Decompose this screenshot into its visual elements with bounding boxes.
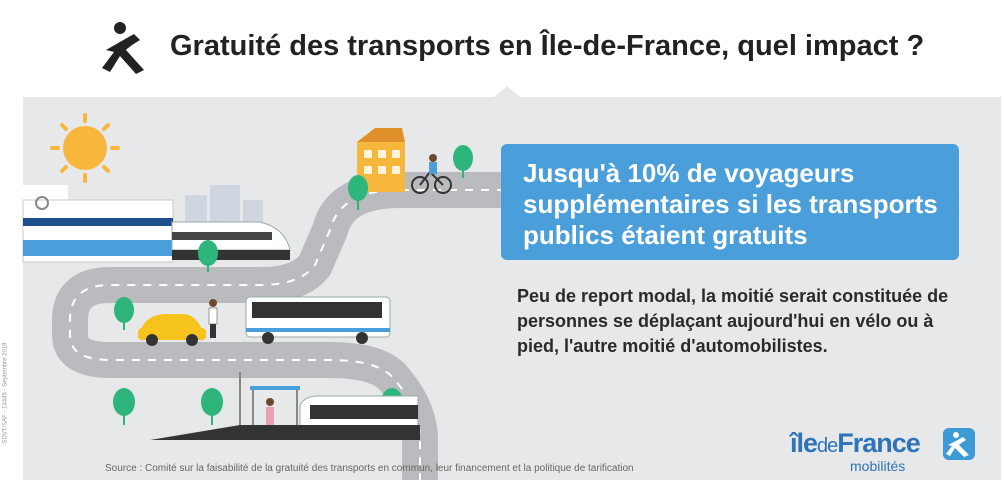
brand-wordmark: îledeFrance [790, 428, 921, 458]
cyclist-icon [411, 154, 452, 194]
tree-icon [114, 297, 134, 330]
brand-subtitle: mobilités [850, 458, 906, 474]
panel-notch [493, 86, 521, 98]
header: Gratuité des transports en Île-de-France… [0, 0, 1004, 95]
tram-stop-shelter [239, 372, 300, 425]
tree-icon [198, 240, 218, 272]
sun-icon [50, 113, 120, 183]
walking-person-icon [102, 22, 144, 74]
tree-icon [113, 388, 135, 425]
side-code: SDVT/SAF - 14445 - Septembre 2018 [2, 342, 9, 444]
headline-callout: Jusqu'à 10% de voyageurs supplémentaires… [501, 144, 959, 260]
bus-icon [245, 296, 391, 344]
pedestrian-icon [208, 299, 218, 338]
page-title: Gratuité des transports en Île-de-France… [170, 30, 925, 62]
source-note: Source : Comité sur la faisabilité de la… [105, 463, 634, 474]
walking-person-icon [943, 428, 975, 460]
car-icon [138, 314, 206, 346]
tgv-train [171, 221, 291, 260]
brand-logo: îledeFrance mobilités [790, 428, 980, 478]
train-station [22, 185, 174, 263]
tree-icon [348, 175, 368, 210]
tree-icon [201, 388, 223, 425]
tree-icon [453, 145, 473, 178]
road-markings [69, 189, 505, 480]
body-text: Peu de report modal, la moitié serait co… [517, 286, 949, 356]
platform [150, 425, 420, 440]
